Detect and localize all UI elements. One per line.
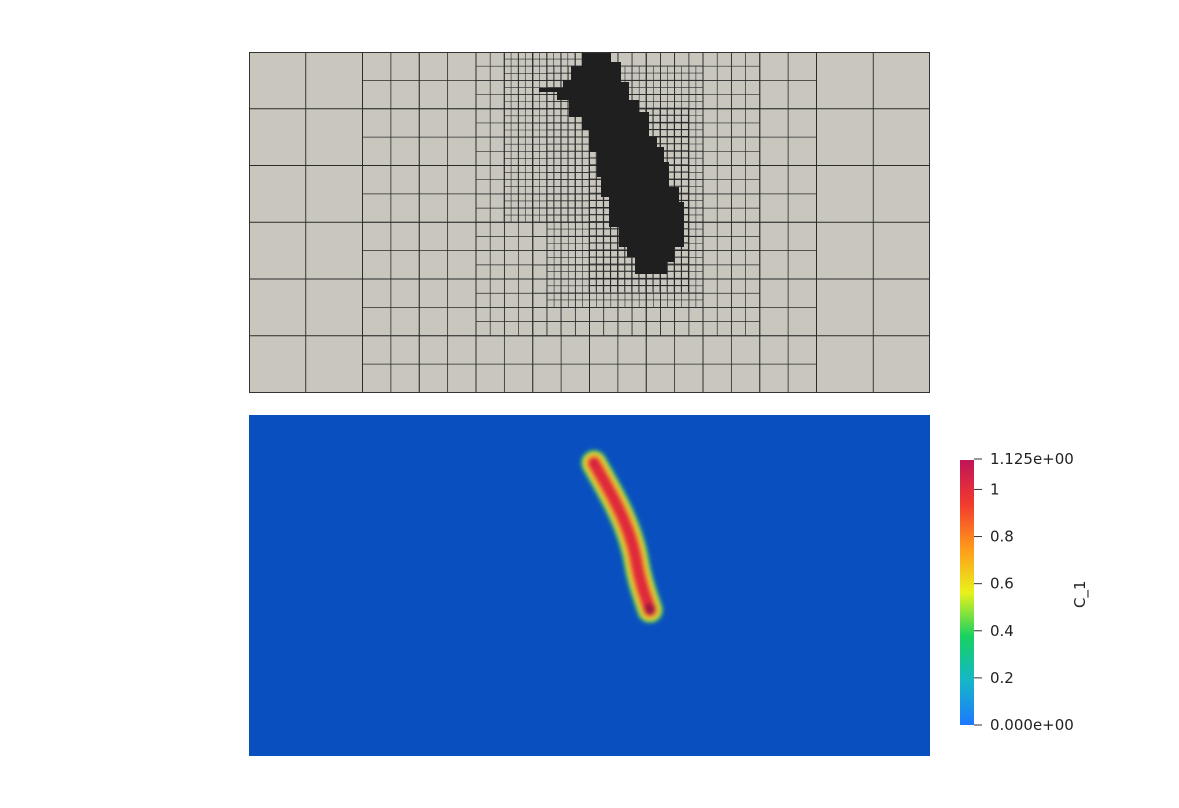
field-plot (249, 415, 930, 756)
crack-start-peak (589, 458, 599, 468)
colorbar-ticks: 1 0.8 0.6 0.4 0.2 (974, 480, 1014, 687)
refined-mesh-region (539, 52, 684, 274)
colorbar-tick-label: 0.8 (990, 528, 1014, 546)
colorbar-gradient (960, 460, 974, 725)
colorbar-tick-label: 1 (990, 480, 1000, 498)
colorbar-tick-label: 0.2 (990, 669, 1014, 687)
colorbar-tick-label: 0.6 (990, 575, 1014, 593)
field-view (249, 415, 930, 756)
colorbar-max-label: 1.125e+00 (990, 450, 1074, 468)
colorbar-title: C_1 (1071, 580, 1090, 608)
crack-core (587, 456, 657, 617)
crack-band (581, 450, 663, 623)
colorbar-tick-label: 0.4 (990, 622, 1014, 640)
colorbar-min-label: 0.000e+00 (990, 716, 1074, 734)
mesh-view (248, 51, 931, 393)
colorbar-svg: 1 0.8 0.6 0.4 0.2 1.125e+00 0.000e+00 C_1 (960, 450, 1090, 734)
mesh-border (249, 52, 930, 393)
crack-tip-peak (644, 603, 656, 615)
mesh-plot (248, 51, 931, 393)
colorbar-legend: 1 0.8 0.6 0.4 0.2 1.125e+00 0.000e+00 C_1 (940, 440, 1140, 750)
